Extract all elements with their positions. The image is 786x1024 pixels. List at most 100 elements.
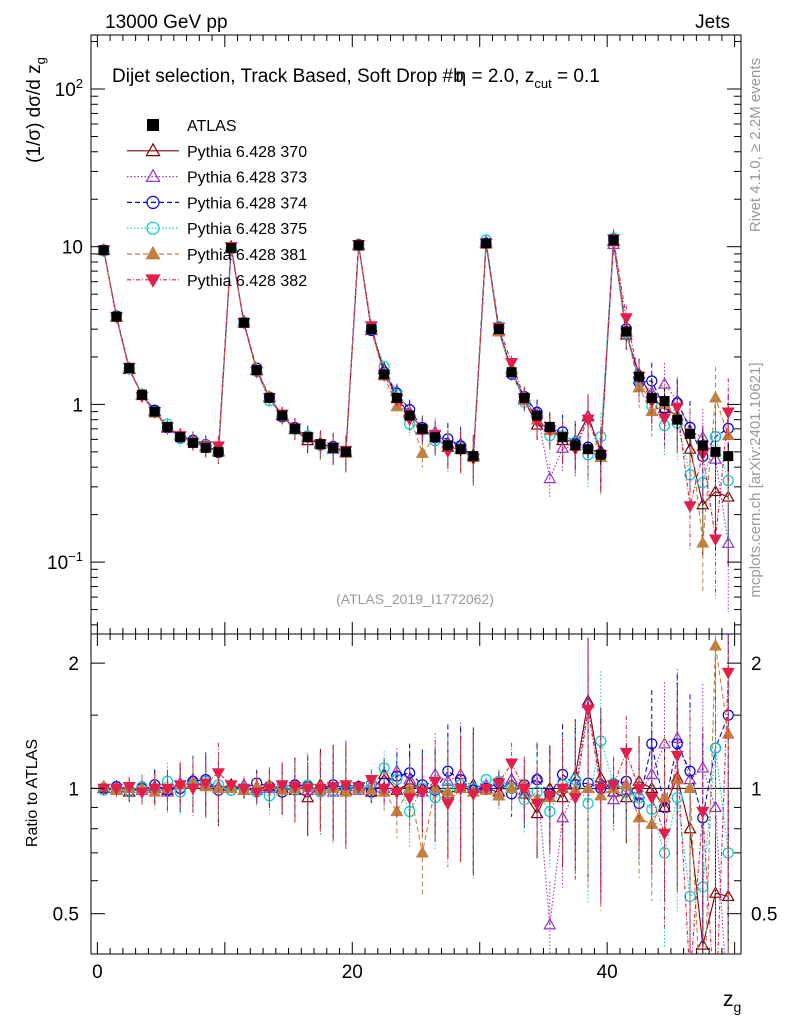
data-point [417, 423, 428, 434]
ratio-line-5 [103, 672, 729, 954]
ratio-point [619, 747, 633, 760]
data-point [328, 442, 339, 453]
data-point [124, 363, 135, 374]
data-point [468, 451, 479, 462]
ratio-point [492, 778, 506, 791]
data-point [723, 451, 734, 462]
legend-label: Pythia 6.428 375 [187, 221, 307, 238]
data-point [634, 371, 645, 382]
x-tick-label: 20 [342, 962, 363, 983]
ratio-line-4 [103, 645, 729, 954]
data-point [506, 367, 517, 378]
legend-marker [145, 168, 161, 182]
data-point [315, 439, 326, 450]
ratio-point [646, 738, 658, 750]
ratio-point [135, 787, 149, 800]
data-point [672, 414, 683, 425]
ratio-y-tick-label-right: 2 [751, 654, 762, 675]
ratio-point [415, 787, 429, 800]
ratio-panel-frame [90, 633, 742, 955]
ratio-point [723, 1013, 734, 1023]
data-point [391, 392, 402, 403]
x-axis-label: zg [723, 988, 741, 1015]
series-point [505, 358, 519, 370]
ratio-point [492, 788, 506, 801]
data-point [251, 365, 262, 376]
ratio-point [262, 783, 276, 796]
ratio-point [658, 828, 672, 841]
ratio-point [556, 783, 570, 796]
ratio-point [454, 783, 468, 796]
data-point [621, 326, 632, 337]
data-point [430, 432, 441, 443]
series-point [696, 536, 710, 548]
ratio-y-tick-label-right: 1 [751, 779, 762, 800]
legend-marker [145, 245, 161, 260]
data-point [697, 440, 708, 451]
data-point [277, 410, 288, 421]
ratio-point [313, 783, 327, 796]
series-point [708, 390, 723, 403]
ratio-ylabel: Ratio to ATLAS [24, 739, 41, 847]
main-ylabel: (1/σ) dσ/d zg [24, 57, 48, 163]
data-point [685, 428, 696, 439]
ratio-point [696, 760, 710, 773]
ratio-point [530, 798, 544, 811]
ratio-point [173, 780, 187, 792]
ratio-panel [91, 634, 741, 1023]
data-point [366, 324, 377, 335]
legend-label: Pythia 6.428 381 [187, 247, 307, 264]
ratio-point [224, 780, 238, 792]
data-point [98, 245, 109, 256]
data-point [136, 389, 147, 400]
series-point [721, 407, 735, 420]
chart-title: Dijet selection, Track Based, Soft Drop … [112, 66, 600, 91]
series-point [670, 402, 684, 415]
series-point [721, 536, 735, 548]
data-point [111, 311, 122, 322]
data-point [340, 446, 351, 457]
data-point [659, 396, 670, 407]
ratio-point [250, 787, 264, 800]
data-point [404, 410, 415, 421]
data-point [442, 440, 453, 451]
ratio-point [607, 780, 621, 792]
data-point [289, 423, 300, 434]
energy-label: 13000 GeV pp [105, 12, 228, 33]
ratio-point [670, 750, 684, 763]
legend-label: Pythia 6.428 370 [187, 144, 307, 161]
legend-marker [146, 195, 160, 209]
x-tick-label: 0 [92, 962, 103, 983]
legend-label: Pythia 6.428 382 [187, 273, 307, 290]
data-point [595, 449, 606, 460]
ratio-point [632, 783, 646, 796]
legend-label-atlas: ATLAS [187, 118, 237, 135]
data-point [302, 432, 313, 443]
data-point [570, 440, 581, 451]
data-point [557, 432, 568, 443]
ratio-point [708, 886, 723, 898]
data-point [226, 243, 237, 254]
legend-label: Pythia 6.428 373 [187, 170, 307, 187]
data-point [519, 392, 530, 403]
ratio-point [199, 778, 213, 791]
series-point [708, 534, 723, 547]
ratio-point [543, 917, 557, 930]
ratio-point [211, 768, 225, 780]
legend-marker [145, 274, 161, 288]
ratio-y-tick-label: 2 [68, 654, 79, 675]
ratio-point [211, 781, 225, 794]
category-label: Jets [695, 12, 730, 33]
ratio-point [441, 798, 455, 811]
ratio-point [428, 776, 442, 789]
ratio-point [466, 789, 480, 801]
y-tick-label: 10−1 [47, 549, 83, 574]
ratio-point [696, 806, 710, 819]
series-point [696, 497, 710, 510]
y-tick-label: 10 [62, 238, 83, 259]
ratio-point [301, 783, 315, 796]
series-point [683, 501, 697, 513]
ratio-point [186, 783, 200, 796]
ratio-point [581, 704, 595, 717]
ratio-point [109, 783, 124, 796]
